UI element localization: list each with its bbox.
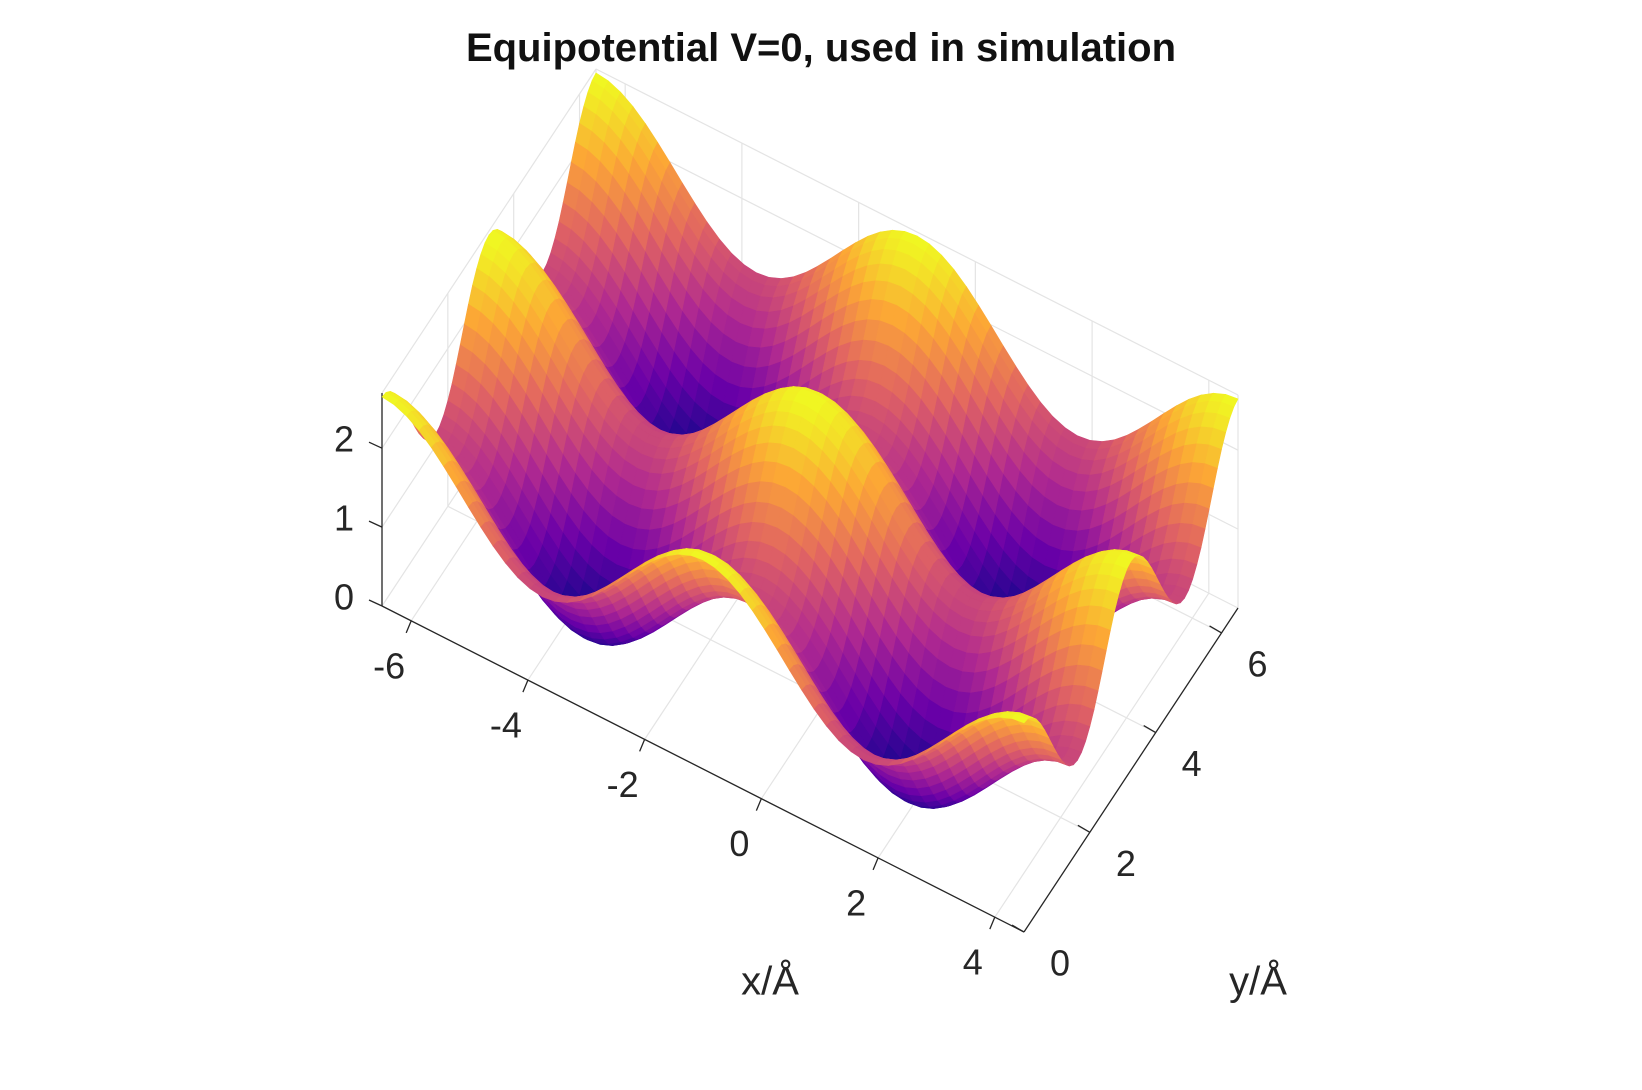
x-tick bbox=[639, 739, 646, 752]
x-tick bbox=[522, 679, 529, 693]
x-tick bbox=[872, 857, 879, 871]
surface-layer bbox=[381, 72, 1239, 809]
z-tick-label: 2 bbox=[334, 419, 354, 460]
floor-grid-line bbox=[994, 592, 1210, 918]
y-tick-label: 6 bbox=[1248, 643, 1268, 684]
chart-title: Equipotential V=0, used in simulation bbox=[465, 26, 1177, 70]
y-tick bbox=[1011, 924, 1025, 933]
x-tick-label: -2 bbox=[607, 764, 639, 805]
y-tick bbox=[1143, 725, 1157, 734]
axes-layer bbox=[368, 393, 1239, 933]
y-axis-line bbox=[1023, 607, 1239, 933]
wall-edge bbox=[381, 68, 597, 394]
x-tick-label: 4 bbox=[963, 942, 983, 983]
z-tick bbox=[368, 599, 383, 607]
z-tick-label: 0 bbox=[334, 577, 354, 618]
labels-layer: -6 -4 -2 0 2 4 0 2 4 6 0 1 2 x/Å y/Å bbox=[334, 419, 1287, 1004]
y-tick-label: 2 bbox=[1116, 843, 1136, 884]
y-tick bbox=[1077, 824, 1091, 833]
z-tick-label: 1 bbox=[334, 498, 354, 539]
x-tick-label: -4 bbox=[490, 705, 522, 746]
z-tick bbox=[368, 441, 383, 449]
y-axis-label: y/Å bbox=[1229, 959, 1287, 1004]
z-tick bbox=[368, 520, 383, 528]
surface-patch bbox=[1011, 713, 1029, 724]
x-tick-label: -6 bbox=[373, 645, 405, 686]
x-axis-line bbox=[381, 605, 1025, 933]
y-tick-label: 4 bbox=[1182, 743, 1202, 784]
y-tick bbox=[1209, 625, 1222, 634]
x-tick-label: 0 bbox=[729, 823, 749, 864]
x-axis-label: x/Å bbox=[741, 959, 799, 1004]
y-tick-label: 0 bbox=[1050, 943, 1070, 984]
wall-edge bbox=[595, 68, 1239, 396]
x-tick bbox=[755, 798, 762, 811]
x-tick-label: 2 bbox=[846, 882, 866, 923]
x-tick bbox=[405, 620, 412, 634]
x-tick bbox=[989, 916, 996, 930]
